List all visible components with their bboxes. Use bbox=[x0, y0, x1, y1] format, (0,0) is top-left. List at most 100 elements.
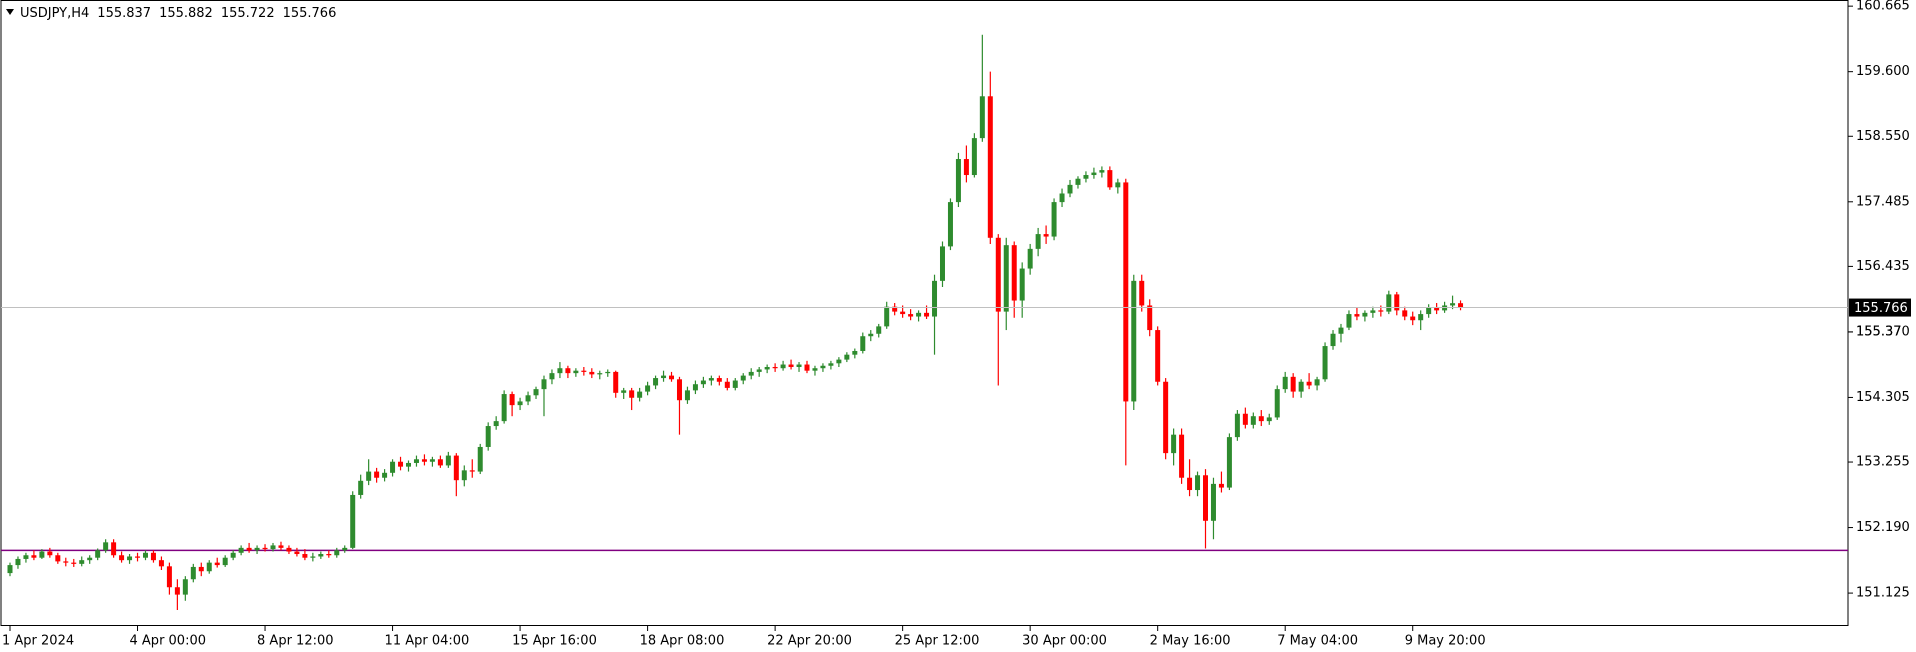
candle-body bbox=[1163, 381, 1169, 454]
x-tick-label: 9 May 20:00 bbox=[1405, 634, 1486, 649]
candle-body bbox=[7, 565, 13, 574]
y-tick-label: 153.255 bbox=[1856, 455, 1910, 470]
candle-body bbox=[326, 554, 332, 556]
candle-body bbox=[31, 555, 37, 558]
candle-body bbox=[142, 552, 148, 558]
candle-body bbox=[533, 389, 539, 396]
candle-body bbox=[1234, 413, 1240, 438]
x-tick-label: 25 Apr 12:00 bbox=[895, 634, 980, 649]
header: USDJPY,H4 155.837 155.882 155.722 155.766 bbox=[20, 6, 336, 21]
candle-body bbox=[573, 370, 579, 374]
y-tick-label: 158.550 bbox=[1856, 129, 1910, 144]
candle-body bbox=[421, 459, 427, 462]
y-tick-label: 155.370 bbox=[1856, 324, 1910, 339]
candle-body bbox=[995, 237, 1001, 312]
candle-body bbox=[1107, 170, 1113, 188]
candle-body bbox=[437, 459, 443, 466]
candle-body bbox=[828, 363, 834, 366]
candle-body bbox=[676, 379, 682, 401]
candle-body bbox=[310, 556, 316, 558]
candle-body bbox=[517, 401, 523, 406]
candle-body bbox=[1043, 234, 1049, 237]
candle-body bbox=[1290, 376, 1296, 392]
x-tick-label: 15 Apr 16:00 bbox=[512, 634, 597, 649]
candle-body bbox=[453, 455, 459, 481]
candle-body bbox=[884, 306, 890, 327]
candle-body bbox=[158, 560, 164, 567]
header-price: 155.882 bbox=[159, 6, 213, 21]
candle-body bbox=[868, 333, 874, 337]
candle-body bbox=[1115, 182, 1121, 188]
candle-body bbox=[924, 312, 930, 317]
candle-body bbox=[1274, 389, 1280, 418]
candle-body bbox=[804, 364, 810, 371]
candle-body bbox=[764, 366, 770, 370]
candle-body bbox=[103, 542, 109, 551]
candle-body bbox=[1131, 280, 1137, 402]
candle-body bbox=[669, 375, 675, 380]
candle-body bbox=[119, 555, 125, 561]
x-tick-label: 7 May 04:00 bbox=[1277, 634, 1358, 649]
y-tick-label: 152.190 bbox=[1856, 520, 1910, 535]
candle-body bbox=[262, 547, 268, 550]
candle-body bbox=[1051, 202, 1057, 237]
candle-body bbox=[979, 96, 985, 139]
candle-body bbox=[1226, 437, 1232, 488]
candle-body bbox=[1402, 310, 1408, 317]
candle-body bbox=[1322, 346, 1328, 380]
candle-body bbox=[23, 555, 29, 559]
candle-body bbox=[238, 547, 244, 553]
header-triangle[interactable] bbox=[6, 9, 14, 15]
candle-body bbox=[413, 459, 419, 463]
candle-body bbox=[461, 470, 467, 481]
candle-body bbox=[1027, 248, 1033, 269]
candle-body bbox=[1338, 327, 1344, 334]
candle-body bbox=[294, 551, 300, 555]
candle-body bbox=[1330, 333, 1336, 347]
candle-body bbox=[47, 551, 53, 556]
candle-body bbox=[637, 391, 643, 398]
candle-body bbox=[549, 373, 555, 380]
candle-body bbox=[390, 461, 396, 473]
candle-body bbox=[334, 550, 340, 556]
candle-body bbox=[1139, 280, 1145, 306]
price-label: 155.766 bbox=[1854, 301, 1908, 316]
candle-body bbox=[836, 359, 842, 364]
candle-body bbox=[150, 552, 156, 561]
candle-body bbox=[1378, 310, 1384, 312]
candle-body bbox=[932, 280, 938, 317]
candle-body bbox=[493, 421, 499, 427]
candle-body bbox=[1091, 172, 1097, 176]
candle-body bbox=[1171, 434, 1177, 454]
candle-body bbox=[892, 306, 898, 312]
candle-body bbox=[661, 375, 667, 379]
candle-body bbox=[629, 390, 635, 398]
candle-body bbox=[1298, 381, 1304, 392]
candle-body bbox=[708, 378, 714, 381]
candle-body bbox=[1362, 312, 1368, 317]
candle-body bbox=[692, 384, 698, 391]
candle-body bbox=[445, 455, 451, 466]
candle-body bbox=[246, 547, 252, 551]
price-label-box bbox=[1849, 298, 1911, 317]
candle-body bbox=[565, 368, 571, 374]
candle-body bbox=[844, 354, 850, 360]
candle-body bbox=[900, 311, 906, 315]
candle-body bbox=[955, 159, 961, 203]
candle-body bbox=[166, 566, 172, 588]
y-tick-label: 154.305 bbox=[1856, 390, 1910, 405]
candle-body bbox=[597, 373, 603, 375]
y-tick-label: 155.37 bbox=[1856, 324, 1902, 339]
candle-body bbox=[127, 556, 133, 561]
candle-body bbox=[1075, 178, 1081, 185]
candle-body bbox=[135, 556, 141, 558]
candle-body bbox=[700, 380, 706, 385]
candle-body bbox=[860, 336, 866, 351]
candle-body bbox=[358, 480, 364, 495]
header-price: 155.837 bbox=[97, 6, 151, 21]
candle-body bbox=[1370, 310, 1376, 313]
candle-body bbox=[1059, 193, 1065, 203]
candle-body bbox=[230, 552, 236, 558]
candle-body bbox=[63, 561, 69, 563]
